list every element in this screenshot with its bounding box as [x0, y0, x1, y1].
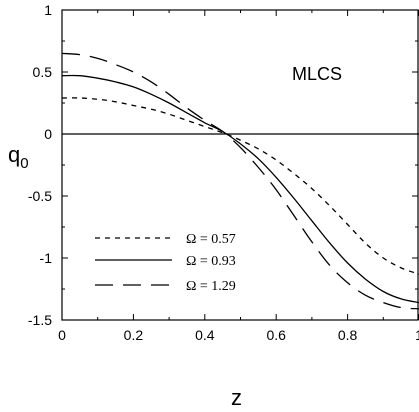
- y-tick-label: 0: [44, 126, 52, 142]
- y-tick-label: 0.5: [33, 64, 53, 80]
- y-axis-title-main: q: [8, 142, 20, 167]
- y-axis-title: q0: [8, 142, 29, 172]
- x-tick-label: 0.8: [338, 327, 358, 343]
- x-tick-label: 0: [58, 327, 66, 343]
- legend-label-2: Ω = 0.93: [186, 254, 236, 269]
- y-tick-label: 1: [44, 2, 52, 18]
- x-tick-label: 0.4: [195, 327, 215, 343]
- y-axis-title-subscript: 0: [20, 155, 28, 172]
- x-tick-label: 0.6: [266, 327, 286, 343]
- series-line-1: [61, 97, 419, 275]
- x-tick-label: 1: [415, 327, 419, 343]
- y-tick-label: -1: [40, 250, 53, 266]
- plot-frame: [61, 9, 419, 321]
- panel-annotation: MLCS: [292, 64, 342, 84]
- y-tick-label: -0.5: [28, 188, 52, 204]
- series-line-3: [61, 52, 419, 310]
- series-line-2: [61, 74, 419, 304]
- x-axis-title: z: [231, 385, 242, 410]
- legend-label-1: Ω = 0.57: [186, 232, 236, 247]
- x-tick-label: 0.2: [124, 327, 144, 343]
- y-tick-label: -1.5: [28, 312, 52, 328]
- legend-label-3: Ω = 1.29: [186, 279, 236, 294]
